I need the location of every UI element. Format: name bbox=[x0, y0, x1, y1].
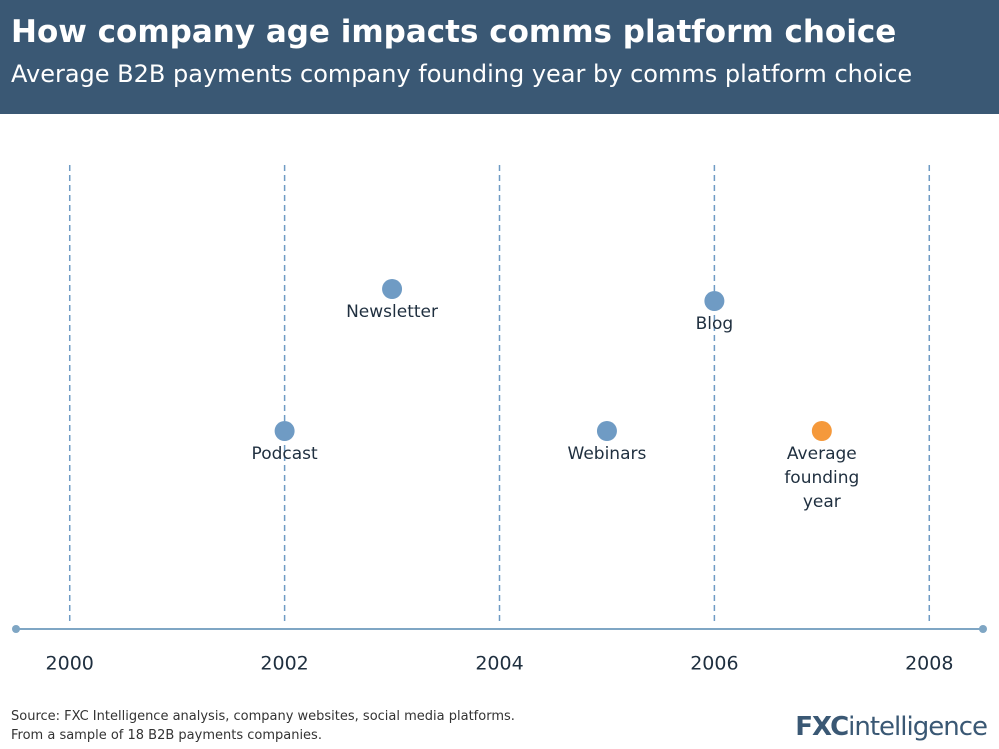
x-tick-label: 2006 bbox=[690, 653, 738, 675]
point-label: Podcast bbox=[251, 444, 318, 464]
chart-subtitle: Average B2B payments company founding ye… bbox=[11, 60, 913, 88]
logo-text: intelligence bbox=[848, 712, 988, 742]
chart-title: How company age impacts comms platform c… bbox=[11, 14, 897, 50]
x-tick-label: 2000 bbox=[46, 653, 94, 675]
dot bbox=[596, 421, 617, 441]
point-label: Blog bbox=[695, 314, 734, 334]
point-label: Average founding year bbox=[784, 444, 860, 512]
axis-end bbox=[12, 625, 20, 633]
logo-bold: FXC bbox=[795, 712, 849, 742]
dot bbox=[811, 421, 832, 441]
x-tick-label: 2002 bbox=[260, 653, 308, 675]
source: From a sample of 18 B2B payments compani… bbox=[11, 728, 322, 743]
point-label: Webinars bbox=[567, 444, 647, 464]
x-tick-label: 2008 bbox=[905, 653, 953, 675]
point-label: Newsletter bbox=[346, 302, 438, 322]
dot bbox=[382, 279, 403, 299]
logo: FXCintelligence bbox=[795, 712, 988, 742]
dot bbox=[704, 291, 725, 311]
source: Source: FXC Intelligence analysis, compa… bbox=[11, 709, 515, 724]
header: How company age impacts comms platform c… bbox=[0, 0, 999, 114]
dot bbox=[274, 421, 295, 441]
axis-end bbox=[979, 625, 987, 633]
x-tick-label: 2004 bbox=[475, 653, 523, 675]
